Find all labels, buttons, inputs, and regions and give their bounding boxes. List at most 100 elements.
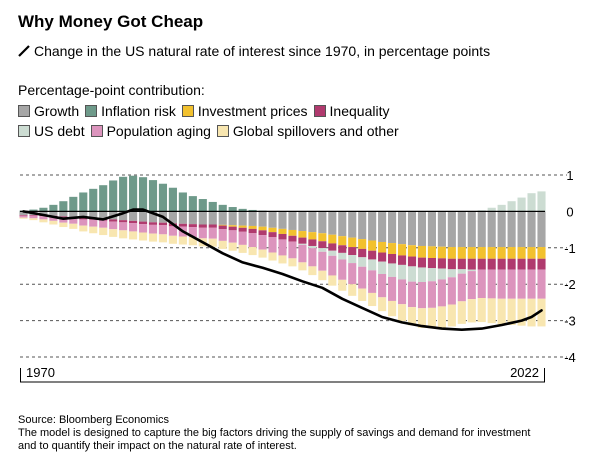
legend-label-inequality: Inequality bbox=[329, 103, 390, 119]
bar-segment-inflation-risk bbox=[148, 180, 158, 212]
legend-swatch-growth bbox=[18, 105, 30, 117]
bar-segment-population-aging bbox=[407, 281, 417, 308]
bar-segment-investment-prices bbox=[218, 224, 227, 226]
bar-segment-global-spillovers bbox=[477, 298, 486, 323]
bar-segment-inequality bbox=[417, 257, 427, 268]
bar-segment-growth bbox=[527, 211, 536, 248]
bar-segment-inequality bbox=[467, 258, 476, 270]
bar-segment-inequality bbox=[348, 247, 357, 256]
bar-segment-growth bbox=[388, 211, 397, 244]
bar-segment-investment-prices bbox=[487, 247, 496, 259]
bar-segment-growth bbox=[427, 211, 436, 247]
y-tick-label: -4 bbox=[564, 350, 576, 365]
bar-segment-global-spillovers bbox=[397, 304, 407, 321]
bar-segment-growth bbox=[407, 211, 417, 246]
bar-segment-growth bbox=[278, 211, 287, 229]
bar-segment-investment-prices bbox=[517, 247, 526, 259]
bar-segment-inequality bbox=[278, 233, 287, 240]
bar-segment-inflation-risk bbox=[198, 199, 207, 212]
bar-segment-inequality bbox=[537, 258, 546, 270]
bar-segment-inequality bbox=[148, 222, 158, 225]
bar-segment-growth bbox=[457, 211, 466, 248]
bar-segment-global-spillovers bbox=[407, 307, 417, 326]
bar-segment-us-debt bbox=[397, 264, 407, 280]
bar-segment-growth bbox=[129, 211, 138, 221]
bar-segment-inequality bbox=[358, 248, 367, 258]
bar-segment-investment-prices bbox=[288, 229, 297, 236]
bar-segment-us-debt bbox=[467, 269, 476, 272]
legend-label-global-spillovers: Global spillovers and other bbox=[232, 123, 399, 139]
bar-segment-us-debt bbox=[308, 245, 317, 249]
bar-segment-population-aging bbox=[39, 216, 48, 220]
bar-segment-inequality bbox=[378, 252, 387, 262]
bar-segment-inequality bbox=[238, 227, 247, 232]
bar-segment-population-aging bbox=[378, 274, 387, 298]
bar-segment-population-aging bbox=[537, 269, 546, 299]
bar-segment-investment-prices bbox=[278, 228, 287, 234]
bar-segment-investment-prices bbox=[507, 247, 516, 259]
bar-segment-global-spillovers bbox=[218, 240, 227, 249]
bar-segment-inequality bbox=[308, 239, 317, 246]
bar-segment-inflation-risk bbox=[129, 175, 138, 212]
bar-segment-inflation-risk bbox=[79, 192, 88, 212]
bar-segment-global-spillovers bbox=[358, 288, 367, 301]
bar-segment-growth bbox=[208, 211, 217, 225]
bar-segment-inequality bbox=[427, 257, 436, 269]
legend-swatch-global-spillovers bbox=[216, 125, 229, 137]
bar-segment-inequality bbox=[138, 221, 148, 225]
legend-item-growth: Growth bbox=[18, 103, 79, 119]
bar-segment-population-aging bbox=[288, 241, 297, 259]
bar-segment-growth bbox=[447, 211, 456, 248]
bar-segment-population-aging bbox=[308, 248, 317, 267]
bar-segment-us-debt bbox=[537, 191, 546, 212]
bar-segment-growth bbox=[138, 211, 148, 222]
bar-segment-population-aging bbox=[238, 231, 247, 245]
bar-segment-inequality bbox=[388, 253, 397, 264]
bar-segment-investment-prices bbox=[308, 232, 317, 240]
bar-segment-population-aging bbox=[487, 269, 496, 299]
bar-segment-us-debt bbox=[338, 252, 347, 260]
bar-segment-inequality bbox=[29, 215, 38, 216]
bar-segment-inequality bbox=[507, 258, 516, 270]
bar-segment-growth bbox=[178, 211, 187, 224]
bar-segment-global-spillovers bbox=[427, 307, 436, 329]
bar-segment-population-aging bbox=[358, 266, 367, 289]
legend-item-inflation-risk: Inflation risk bbox=[85, 103, 176, 119]
bar-segment-global-spillovers bbox=[238, 244, 247, 253]
bar-segment-growth bbox=[497, 211, 506, 248]
bar-segment-growth bbox=[228, 211, 237, 226]
bar-segment-population-aging bbox=[208, 227, 217, 239]
bar-segment-global-spillovers bbox=[248, 247, 257, 256]
bar-segment-population-aging bbox=[188, 227, 197, 238]
bar-segment-growth bbox=[238, 211, 247, 226]
bar-segment-population-aging bbox=[517, 269, 526, 299]
bar-segment-global-spillovers bbox=[378, 297, 387, 312]
bar-segment-inequality bbox=[59, 216, 68, 218]
bar-segment-growth bbox=[89, 211, 98, 218]
bar-segment-inflation-risk bbox=[158, 183, 168, 212]
bar-segment-global-spillovers bbox=[49, 220, 58, 225]
bar-segment-global-spillovers bbox=[168, 235, 177, 244]
bar-segment-growth bbox=[477, 211, 486, 248]
bar-segment-population-aging bbox=[328, 255, 337, 276]
y-tick-label: 0 bbox=[566, 204, 573, 219]
bar-segment-investment-prices bbox=[537, 247, 546, 259]
bar-segment-inequality bbox=[258, 230, 267, 236]
bar-segment-global-spillovers bbox=[228, 242, 237, 251]
bar-segment-global-spillovers bbox=[447, 304, 456, 327]
bar-segment-inequality bbox=[497, 258, 506, 270]
bar-segment-population-aging bbox=[427, 281, 436, 308]
bar-segment-inequality bbox=[527, 258, 536, 270]
bar-segment-global-spillovers bbox=[318, 270, 327, 281]
bar-segment-inequality bbox=[298, 237, 307, 244]
legend-item-population-aging: Population aging bbox=[90, 123, 211, 139]
bar-segment-population-aging bbox=[69, 218, 78, 224]
bar-segment-growth bbox=[288, 211, 297, 230]
bar-segment-inflation-risk bbox=[218, 204, 227, 212]
bar-segment-growth bbox=[198, 211, 207, 225]
bar-segment-growth bbox=[268, 211, 277, 228]
bar-segment-growth bbox=[148, 211, 158, 223]
bar-segment-us-debt bbox=[417, 267, 427, 283]
bar-segment-global-spillovers bbox=[119, 230, 128, 239]
bar-segment-growth bbox=[437, 211, 446, 247]
